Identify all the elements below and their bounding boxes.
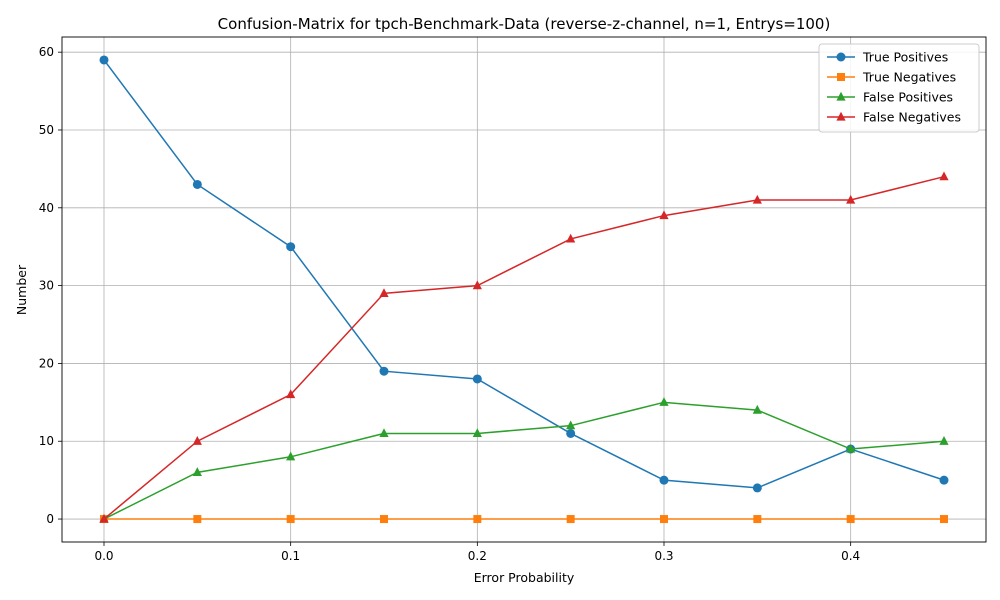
data-point-false-positives [659, 397, 669, 406]
data-point-false-positives [379, 428, 389, 438]
y-tick-label: 60 [39, 45, 54, 59]
data-point-true-positives [192, 179, 202, 189]
data-point-true-negatives [940, 515, 948, 524]
x-tick-label: 0.3 [654, 549, 673, 563]
legend-box [818, 43, 980, 133]
data-point-false-positives [939, 436, 949, 445]
data-point-true-positives [472, 374, 482, 384]
series-false-positives [99, 397, 949, 523]
data-point-false-positives [286, 451, 296, 461]
data-point-false-negatives [379, 288, 389, 297]
data-point-false-negatives [192, 436, 202, 445]
x-tick-label: 0.1 [281, 549, 300, 563]
data-point-true-negatives [473, 515, 482, 524]
data-point-false-negatives [939, 171, 949, 181]
series-line-false-negatives [103, 175, 945, 520]
y-tick-label: 40 [39, 201, 54, 215]
y-tick-label: 10 [39, 434, 54, 448]
data-point-false-positives [192, 467, 202, 476]
data-point-true-positives [286, 242, 296, 252]
data-point-false-negatives [846, 194, 856, 204]
x-axis-label: Error Probability [474, 570, 575, 585]
data-point-true-positives [752, 483, 762, 493]
data-point-true-positives [99, 55, 109, 65]
series-true-positives [99, 55, 949, 493]
data-point-false-positives [472, 428, 482, 438]
y-axis-ticks: 0 10 20 30 40 50 60 [39, 45, 62, 526]
data-point-true-negatives [193, 515, 202, 524]
data-point-false-negatives [752, 194, 762, 204]
data-point-true-positives [379, 366, 389, 376]
y-tick-label: 50 [39, 123, 54, 137]
x-tick-label: 0.4 [841, 549, 860, 563]
y-tick-label: 0 [46, 512, 54, 526]
x-tick-label: 0.2 [468, 549, 487, 563]
legend-label-true-positives: True Positives [862, 50, 948, 65]
data-point-false-positives [846, 443, 856, 453]
legend-marker-true-negatives [837, 73, 845, 81]
data-point-true-negatives [566, 515, 575, 524]
data-point-false-positives [752, 404, 762, 414]
legend-marker-false-positives [836, 91, 846, 101]
y-axis-label: Number [14, 264, 29, 315]
series-true-negatives [100, 515, 948, 524]
x-axis-ticks: 0.0 0.1 0.2 0.3 0.4 [94, 542, 860, 563]
data-point-true-negatives [846, 515, 855, 524]
data-point-true-negatives [286, 515, 295, 524]
data-point-false-positives [566, 420, 576, 430]
data-point-false-negatives [99, 513, 109, 523]
legend-marker-false-negatives [836, 111, 846, 121]
chart-title: Confusion-Matrix for tpch-Benchmark-Data… [218, 15, 831, 33]
x-tick-label: 0.0 [94, 549, 113, 563]
legend-marker-true-positives [836, 52, 846, 62]
data-point-true-positives [659, 475, 669, 485]
series-false-negatives [99, 171, 949, 523]
data-point-false-negatives [566, 233, 576, 243]
data-point-true-positives [566, 428, 576, 438]
data-point-false-negatives [472, 280, 482, 290]
legend: True Positives True Negatives False Positi… [818, 43, 980, 133]
y-tick-label: 20 [39, 356, 54, 370]
data-point-true-negatives [660, 515, 668, 524]
y-tick-label: 30 [39, 279, 54, 293]
legend-label-false-positives: False Positives [863, 90, 953, 105]
series-line-true-positives [103, 59, 945, 489]
data-point-true-positives [939, 475, 949, 485]
plot-frame [61, 36, 987, 543]
data-point-true-negatives [380, 515, 388, 524]
legend-label-false-negatives: False Negatives [863, 110, 961, 125]
series-line-false-positives [103, 401, 945, 520]
data-point-true-negatives [753, 515, 762, 524]
series-layer [99, 55, 949, 524]
data-point-false-negatives [286, 389, 296, 399]
data-point-false-negatives [659, 210, 669, 220]
legend-label-true-negatives: True Negatives [862, 70, 956, 85]
